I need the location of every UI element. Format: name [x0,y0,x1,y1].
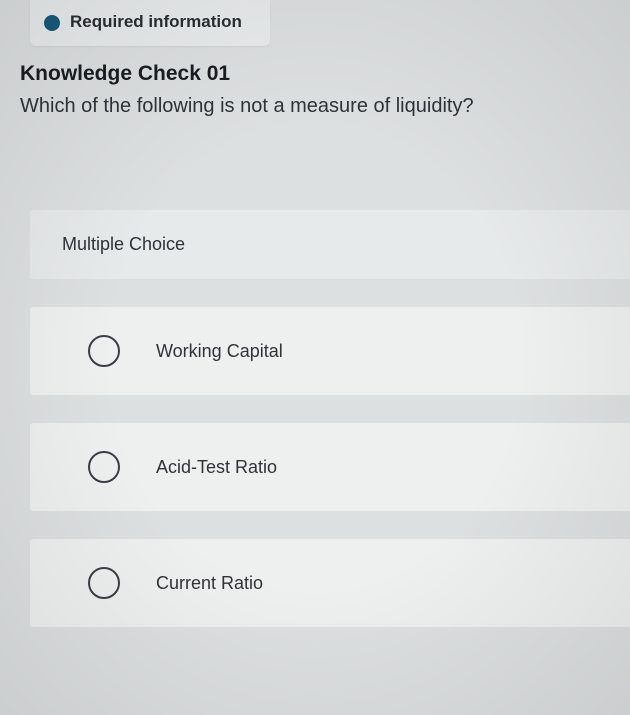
knowledge-check-title: Knowledge Check 01 [20,62,610,86]
option-label: Working Capital [156,341,283,362]
multiple-choice-header: Multiple Choice [30,210,630,279]
option-label: Acid-Test Ratio [156,457,277,478]
option-row[interactable]: Working Capital [30,307,630,395]
option-row[interactable]: Current Ratio [30,539,630,627]
question-prompt: Which of the following is not a measure … [20,92,610,120]
multiple-choice-section: Multiple Choice Working Capital Acid-Tes… [30,210,630,627]
option-label: Current Ratio [156,573,263,594]
radio-icon[interactable] [88,567,120,599]
option-row[interactable]: Acid-Test Ratio [30,423,630,511]
tab-indicator-dot [44,15,60,31]
required-information-tab[interactable]: Required information [30,0,270,46]
question-heading: Knowledge Check 01 Which of the followin… [20,62,610,120]
radio-icon[interactable] [88,451,120,483]
radio-icon[interactable] [88,335,120,367]
tab-label: Required information [70,12,242,31]
